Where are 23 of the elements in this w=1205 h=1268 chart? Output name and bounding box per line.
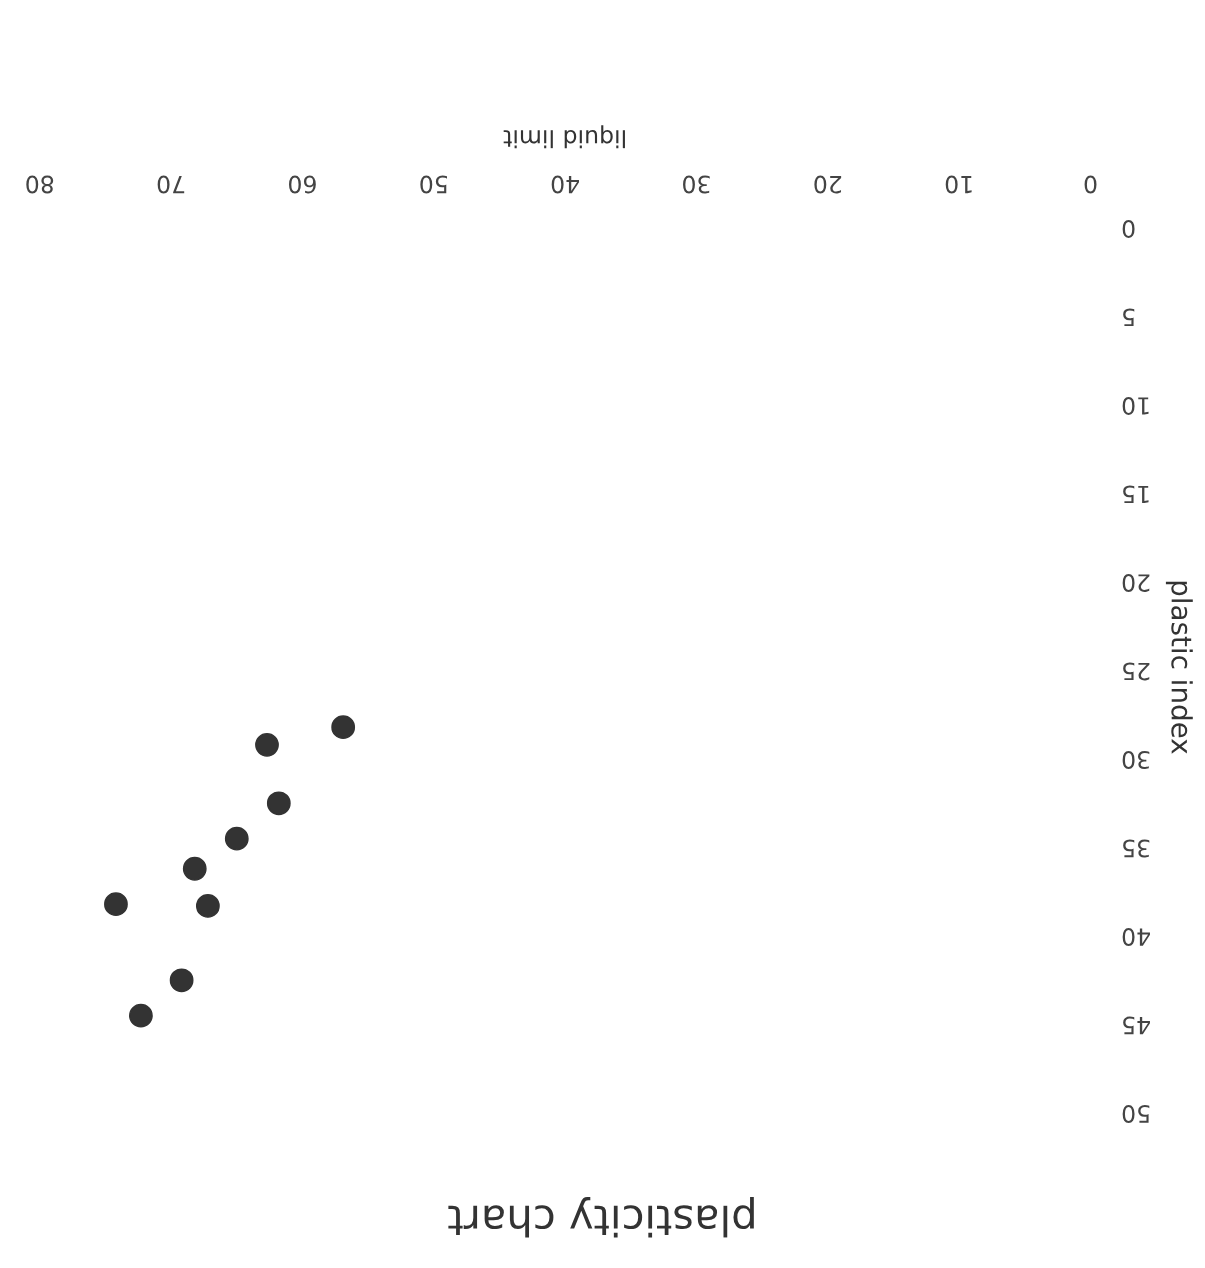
x-tick-label: 20 — [814, 175, 842, 194]
y-tick-label: 40 — [1122, 928, 1150, 946]
x-tick-label: 40 — [551, 175, 580, 194]
y-tick-label: 0 — [1122, 220, 1135, 238]
x-tick-label: 70 — [157, 175, 185, 194]
y-tick-label: 10 — [1122, 397, 1149, 415]
y-tick-label: 30 — [1122, 751, 1150, 769]
x-tick-label: 0 — [1084, 175, 1097, 194]
x-tick-label: 30 — [683, 175, 710, 194]
x-tick-label: 50 — [420, 175, 447, 194]
text: plasticity chart — [448, 1197, 754, 1238]
x-tick-label: 60 — [289, 175, 316, 194]
y-tick-label: 25 — [1123, 662, 1150, 681]
x-tick-label: 80 — [26, 175, 54, 194]
y-tick-label: 45 — [1123, 1016, 1150, 1035]
y-tick-label: 20 — [1122, 574, 1150, 592]
x-tick-label: 10 — [945, 175, 972, 194]
y-tick-label: 15 — [1123, 485, 1149, 504]
y-tick-label: 35 — [1123, 839, 1150, 858]
x-axis-title: liquid limit — [503, 125, 625, 149]
y-tick-label: 5 — [1123, 308, 1135, 327]
y-tick-label: 50 — [1122, 1105, 1150, 1123]
y-axis-title: plastic index — [1165, 581, 1193, 754]
